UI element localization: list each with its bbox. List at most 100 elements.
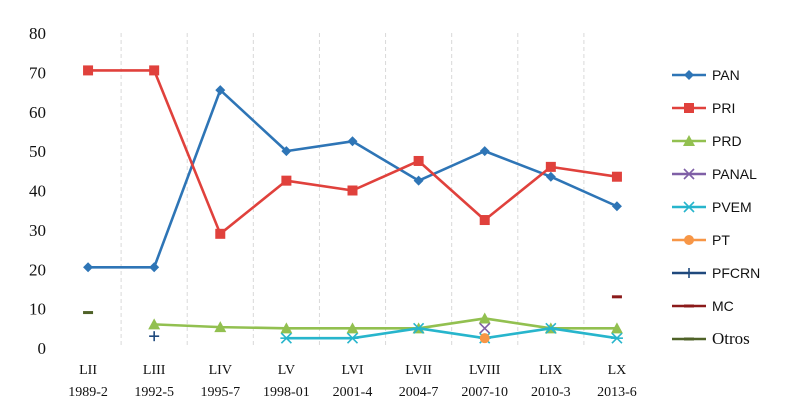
legend-label: PFCRN <box>712 265 760 281</box>
data-point <box>215 228 226 239</box>
legend-label: MC <box>712 298 734 314</box>
legend-item-pvem: PVEM <box>672 199 752 215</box>
x-tick-label: LIX <box>539 363 562 378</box>
legend-marker <box>683 168 695 180</box>
data-point <box>611 201 622 212</box>
data-point <box>149 262 160 273</box>
series-pvem <box>280 322 623 344</box>
data-point <box>611 171 622 182</box>
data-point <box>347 185 358 196</box>
legend-marker <box>684 268 694 278</box>
data-point <box>148 318 161 330</box>
y-tick-label: 80 <box>29 24 46 43</box>
data-point <box>214 321 227 333</box>
x-tick-label: LIII <box>143 363 166 378</box>
legend-marker <box>684 304 694 308</box>
y-tick-label: 60 <box>29 103 46 122</box>
series-pan <box>83 85 622 273</box>
legend-label: PVEM <box>712 199 752 215</box>
x-tick-label: LX <box>608 363 627 378</box>
y-tick-label: 30 <box>29 221 46 240</box>
x-tick-sublabel: 2001-4 <box>333 385 373 400</box>
x-tick-label: LII <box>79 363 97 378</box>
legend-marker <box>684 235 694 245</box>
data-point <box>545 161 556 172</box>
data-point <box>610 322 623 334</box>
data-point <box>412 322 425 334</box>
x-tick-label: LV <box>278 363 295 378</box>
data-point <box>478 312 491 324</box>
series-line <box>286 327 618 340</box>
data-point <box>281 175 292 186</box>
legend-item-pfcrn: PFCRN <box>672 265 760 281</box>
data-point <box>479 146 490 157</box>
y-tick-label: 20 <box>29 260 46 279</box>
y-tick-label: 70 <box>29 63 46 82</box>
data-point <box>610 332 623 344</box>
data-point <box>611 295 622 299</box>
data-point <box>479 322 491 334</box>
series-pri <box>83 65 622 239</box>
legend-label: PAN <box>712 67 740 83</box>
series-otros <box>83 311 94 315</box>
x-tick-sublabel: 1989-2 <box>68 385 108 400</box>
series-pfcrn <box>149 331 160 342</box>
series-line <box>88 69 618 236</box>
legend-item-pan: PAN <box>672 67 740 83</box>
legend-label: PANAL <box>712 166 757 182</box>
data-point <box>346 322 359 334</box>
y-axis: 0 10 20 30 40 50 60 70 80 <box>29 24 46 358</box>
legend-label: PT <box>712 232 730 248</box>
x-tick-label: LIV <box>209 363 232 378</box>
x-tick-label: LVIII <box>469 363 501 378</box>
y-tick-label: 0 <box>38 339 47 358</box>
data-point <box>544 322 557 334</box>
series-mc <box>611 295 622 299</box>
x-tick-label: LVI <box>341 363 363 378</box>
series-pt <box>479 333 490 344</box>
data-point <box>149 65 160 76</box>
series-panal <box>479 322 491 334</box>
legend-marker <box>684 70 694 80</box>
data-point <box>280 332 293 344</box>
x-tick-sublabel: 1992-5 <box>134 385 174 400</box>
y-tick-label: 50 <box>29 142 46 161</box>
data-point <box>413 155 424 166</box>
data-point <box>215 85 226 96</box>
data-point <box>149 331 160 342</box>
data-point <box>83 65 94 76</box>
data-point <box>83 262 94 273</box>
legend-marker <box>684 103 694 113</box>
legend-item-otros: Otros <box>672 329 750 348</box>
data-point <box>479 333 490 344</box>
y-tick-label: 10 <box>29 300 46 319</box>
data-point <box>347 136 358 147</box>
legend-label: PRD <box>712 133 742 149</box>
data-point <box>281 146 292 157</box>
legend-item-pt: PT <box>672 232 730 248</box>
x-tick-sublabel: 2004-7 <box>399 385 439 400</box>
legend-marker <box>683 135 695 146</box>
x-tick-sublabel: 2010-3 <box>531 385 571 400</box>
legend-item-prd: PRD <box>672 133 742 149</box>
data-point <box>280 322 293 334</box>
legend: PAN PRI PRD PANAL PVEM PT PFCRN MC Otros <box>672 67 760 348</box>
x-tick-sublabel: 2013-6 <box>597 385 637 400</box>
x-tick-sublabel: 2007-10 <box>461 385 508 400</box>
legend-marker <box>684 337 694 341</box>
x-axis: LII 1989-2 LIII 1992-5 LIV 1995-7 LV 1998-01 LVI… <box>68 363 637 400</box>
data-point <box>346 332 359 344</box>
data-point <box>413 175 424 186</box>
x-tick-sublabel: 1995-7 <box>200 385 240 400</box>
series <box>83 65 623 344</box>
legend-item-pri: PRI <box>672 100 735 116</box>
legend-marker <box>683 201 695 213</box>
data-point <box>545 171 556 182</box>
x-tick-sublabel: 1998-01 <box>263 385 310 400</box>
series-line <box>154 317 617 330</box>
x-tick-label: LVII <box>405 363 432 378</box>
data-point <box>83 311 94 315</box>
legend-item-panal: PANAL <box>672 166 757 182</box>
